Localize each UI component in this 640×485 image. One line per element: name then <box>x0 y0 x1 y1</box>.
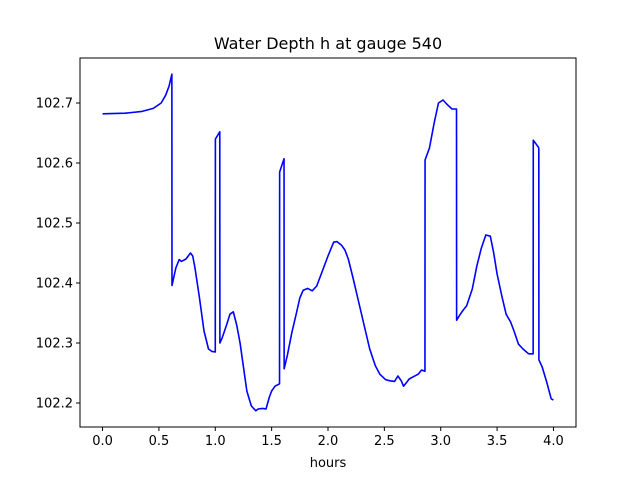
x-tick-label: 2.5 <box>374 434 395 449</box>
plot-area-background <box>80 58 576 427</box>
x-axis-label: hours <box>310 456 347 471</box>
x-tick-label: 1.0 <box>205 434 226 449</box>
y-axis: 102.2 102.3 102.4 102.5 102.6 102.7 <box>36 97 80 412</box>
x-tick-label: 1.5 <box>261 434 282 449</box>
chart-title: Water Depth h at gauge 540 <box>214 34 442 53</box>
x-tick-label: 3.5 <box>487 434 508 449</box>
y-tick-label: 102.2 <box>36 397 73 412</box>
y-tick-label: 102.3 <box>36 337 73 352</box>
y-tick-label: 102.7 <box>36 97 73 112</box>
series-layer <box>102 73 554 412</box>
x-tick-label: 4.0 <box>543 434 564 449</box>
x-tick-label: 3.0 <box>430 434 451 449</box>
x-tick-label: 0.5 <box>149 434 170 449</box>
x-axis: 0.0 0.5 1.0 1.5 2.0 2.5 3.0 3.5 4.0 <box>92 427 564 449</box>
y-tick-label: 102.4 <box>36 277 73 292</box>
series-line-0 <box>102 73 554 412</box>
x-tick-label: 0.0 <box>92 434 113 449</box>
y-tick-label: 102.6 <box>36 157 73 172</box>
x-tick-label: 2.0 <box>318 434 339 449</box>
y-tick-label: 102.5 <box>36 217 73 232</box>
